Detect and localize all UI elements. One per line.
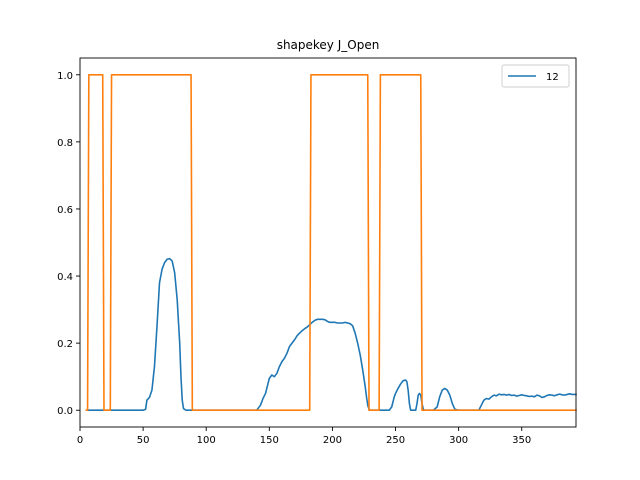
y-tick-label-2: 0.4 — [57, 272, 73, 283]
y-tick-label-0: 0.0 — [57, 406, 73, 417]
x-tick-label-4: 200 — [323, 435, 342, 446]
axes-background — [80, 58, 576, 427]
x-tick-label-0: 0 — [77, 435, 83, 446]
x-tick-label-7: 350 — [512, 435, 531, 446]
plot-area — [80, 58, 576, 427]
y-tick-label-1: 0.2 — [57, 339, 73, 350]
x-tick-label-2: 100 — [197, 435, 216, 446]
legend: 12 — [501, 64, 570, 88]
x-tick-label-6: 300 — [449, 435, 468, 446]
series-line-2 — [85, 73, 577, 412]
x-tick-label-3: 150 — [260, 435, 279, 446]
x-tick-label-5: 250 — [386, 435, 405, 446]
legend-label-0: 12 — [546, 72, 559, 83]
x-tick-label-1: 50 — [137, 435, 150, 446]
axes-frame — [79, 57, 577, 428]
axes-layer: 0 50 100 150 200 250 300 350 0.0 0.2 0.4 0.6 0.8 1.0 — [57, 57, 577, 446]
y-tick-label-5: 1.0 — [57, 71, 73, 82]
y-tick-label-3: 0.6 — [57, 205, 73, 216]
series-layer — [85, 73, 577, 412]
chart-title: shapekey J_Open — [277, 38, 380, 52]
series-line-1 — [85, 257, 577, 412]
y-tick-label-4: 0.8 — [57, 138, 73, 149]
